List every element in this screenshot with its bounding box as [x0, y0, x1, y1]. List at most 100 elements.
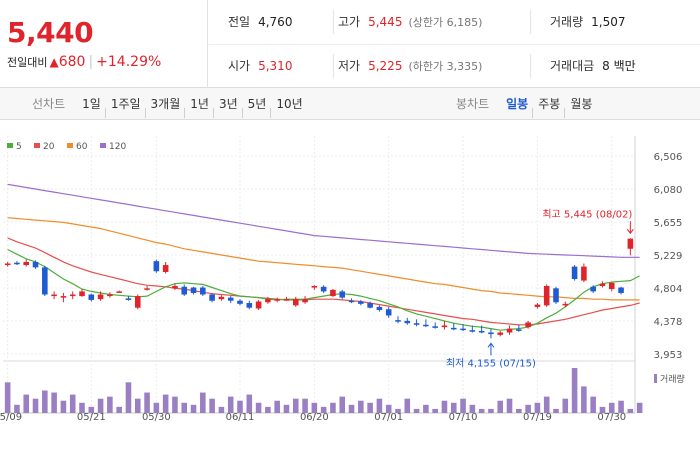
period-1d[interactable]: 1일 — [82, 97, 101, 111]
candle-body — [581, 266, 587, 281]
candle-weekly[interactable]: 주봉 — [533, 97, 565, 111]
stat-low: 저가 5,225 (하한가 3,335) — [338, 59, 483, 73]
volume-bar — [227, 396, 234, 413]
current-price: 5,440 — [7, 16, 94, 49]
volume-bar — [153, 402, 160, 413]
candle-body — [432, 326, 438, 328]
high-annotation: 최고 5,445 (08/02) — [542, 208, 632, 220]
ma-legend-swatch-120 — [100, 143, 106, 148]
volume-bar — [88, 406, 95, 413]
volume-bar — [339, 396, 346, 413]
candle-body — [246, 303, 253, 308]
volume-bar — [423, 404, 429, 413]
x-tick-label: 06/11 — [226, 412, 255, 423]
candle-body — [460, 328, 466, 331]
candle-body — [23, 261, 30, 266]
volume-bar — [265, 406, 271, 413]
period-toolbar: 선차트 1일 1주일 3개월 1년 3년 5년 10년 봉차트 일봉 주봉 월봉 — [0, 88, 700, 120]
period-1y[interactable]: 1년 — [185, 97, 214, 111]
period-5y[interactable]: 5년 — [243, 97, 272, 111]
volume-bar — [441, 400, 448, 413]
candle-body — [190, 287, 197, 293]
x-tick-label: 06/20 — [300, 412, 329, 423]
candle-body — [320, 286, 327, 292]
candle-body — [450, 327, 457, 330]
plot-background — [3, 136, 635, 413]
volume-bar — [599, 406, 606, 413]
candle-body — [599, 283, 606, 286]
candle-body — [506, 328, 513, 333]
candle-body — [42, 267, 48, 295]
volume-bar — [237, 400, 243, 413]
volume-bar — [116, 406, 122, 413]
candle-chart-title: 봉차트 — [456, 97, 490, 111]
y-tick-label: 5,655 — [654, 218, 683, 229]
ma-legend-swatch-5 — [7, 143, 13, 148]
candle-monthly[interactable]: 월봉 — [565, 97, 597, 111]
ma-legend-label-5: 5 — [16, 142, 22, 152]
volume-bar — [311, 402, 318, 413]
candle-body — [488, 332, 494, 335]
candle-body — [404, 320, 411, 324]
candle-body — [237, 300, 243, 304]
period-1w[interactable]: 1주일 — [106, 97, 146, 111]
volume-bar — [79, 402, 85, 413]
candle-body — [60, 296, 67, 298]
candle-body — [302, 299, 308, 303]
volume-bar — [525, 404, 531, 413]
x-tick-label: 05/30 — [142, 412, 171, 423]
price-change: 전일대비 ▲680 | +14.29% — [7, 54, 162, 70]
candle-body — [571, 266, 578, 280]
candle-body — [339, 291, 346, 298]
candle-body — [274, 299, 280, 301]
price-chart[interactable]: 6,506 6,080 5,655 5,229 4,804 4,378 3,953 05/09… — [0, 120, 700, 450]
x-tick-label: 05/21 — [77, 412, 106, 423]
high-arrow-icon — [626, 221, 634, 235]
candle-body — [218, 296, 225, 300]
volume-bar — [627, 408, 634, 413]
up-triangle-icon: ▲ — [49, 55, 59, 69]
volume-bar — [209, 398, 215, 413]
volume-bar — [488, 408, 494, 413]
candle-body — [125, 298, 132, 300]
y-tick-label: 6,080 — [654, 185, 683, 196]
candle-body — [51, 294, 57, 297]
volume-bar — [581, 386, 587, 413]
x-tick-label: 07/10 — [449, 412, 478, 423]
volume-bar — [274, 400, 280, 413]
candle-body — [311, 285, 318, 288]
y-tick-label: 4,378 — [654, 317, 683, 328]
period-3y[interactable]: 3년 — [214, 97, 243, 111]
x-tick-label: 05/09 — [0, 412, 22, 423]
volume-bar — [51, 392, 57, 413]
volume-bar — [395, 408, 401, 413]
ma-legend-label-60: 60 — [76, 142, 88, 152]
period-10y[interactable]: 10년 — [271, 97, 307, 111]
x-tick-label: 07/30 — [597, 412, 626, 423]
candle-body — [181, 286, 188, 295]
volume-bar — [636, 402, 643, 413]
volume-bar — [413, 408, 420, 413]
volume-bar — [376, 398, 383, 413]
candle-body — [330, 289, 336, 297]
volume-bar — [506, 398, 513, 413]
candle-daily[interactable]: 일봉 — [506, 97, 529, 111]
volume-bar — [23, 394, 30, 413]
volume-bar — [358, 400, 364, 413]
y-tick-label: 6,506 — [654, 152, 683, 163]
candle-body — [79, 291, 85, 297]
candle-body — [543, 285, 550, 306]
stat-open: 시가 5,310 — [228, 59, 293, 73]
stat-high: 고가 5,445 (상한가 6,185) — [338, 15, 483, 29]
volume-bar — [200, 392, 206, 413]
period-3m[interactable]: 3개월 — [146, 97, 186, 111]
volume-bar — [32, 398, 39, 413]
candle-body — [292, 299, 299, 306]
volume-bar — [534, 402, 541, 413]
candle-body — [423, 324, 429, 327]
volume-bar — [125, 382, 132, 413]
volume-bar — [42, 390, 48, 413]
candle-body — [562, 303, 569, 306]
candle-body — [385, 309, 392, 316]
